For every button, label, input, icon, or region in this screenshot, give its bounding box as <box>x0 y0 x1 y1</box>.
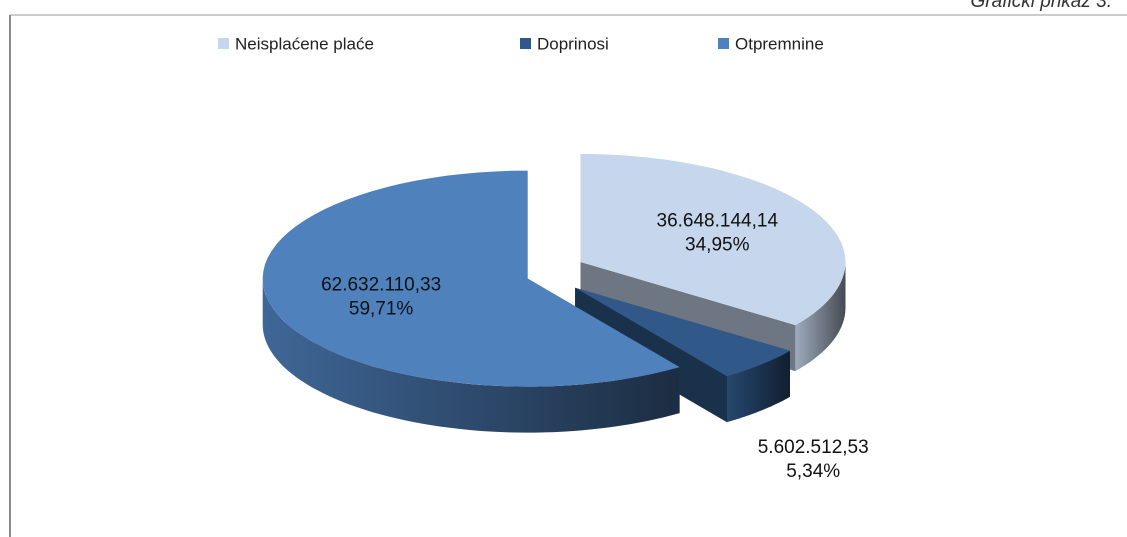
legend-swatch <box>520 38 531 49</box>
legend-label: Neisplaćene plaće <box>235 34 374 53</box>
data-label: 5.602.512,53 <box>758 437 869 458</box>
slice-side-wall <box>795 262 846 372</box>
pie-slice <box>575 287 790 377</box>
data-label: 36.648.144,14 <box>657 210 779 231</box>
percent-label: 5,34% <box>786 461 840 482</box>
data-label: 62.632.110,33 <box>321 274 441 295</box>
percent-label: 59,71% <box>349 298 414 319</box>
slice-side-wall <box>262 278 680 433</box>
legend-label: Otpremnine <box>735 34 824 53</box>
percent-label: 34,95% <box>685 234 750 255</box>
legend-swatch <box>718 38 729 49</box>
legend-label: Doprinosi <box>537 34 609 53</box>
chart-title: Grafički prikaz 3. <box>971 0 1112 12</box>
pie-slice <box>580 154 846 326</box>
slice-side-wall <box>727 350 790 423</box>
pie-slice <box>262 170 680 387</box>
legend-swatch <box>218 38 229 49</box>
